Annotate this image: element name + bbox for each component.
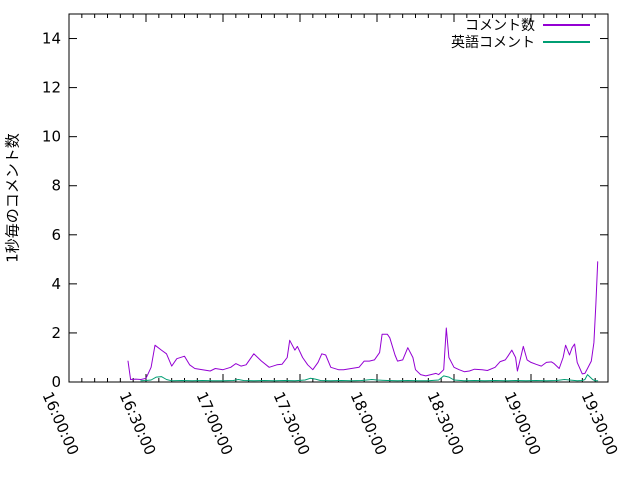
y-tick-label: 10 [42,128,61,146]
comment-count-line [127,261,599,380]
y-tick-label: 2 [51,324,61,342]
y-tick-label: 8 [51,177,61,195]
legend-item-comment-count: コメント数 [451,16,590,34]
y-tick-label: 14 [42,30,61,48]
y-tick-label: 12 [42,79,61,97]
english-comment-line [140,374,599,382]
y-axis-label: 1秒毎のコメント数 [3,133,22,263]
legend-label-english-comments: 英語コメント [451,34,535,51]
plot-border [68,13,609,383]
legend-line-sample-comment-count [543,23,590,26]
legend-label-comment-count: コメント数 [465,17,535,34]
y-tick-label: 6 [51,226,61,244]
legend-item-english-comments: 英語コメント [451,33,590,51]
y-tick-label: 4 [51,275,61,293]
legend: コメント数 英語コメント [451,16,590,51]
legend-line-sample-english-comments [543,40,590,43]
y-tick-label: 0 [51,373,61,391]
